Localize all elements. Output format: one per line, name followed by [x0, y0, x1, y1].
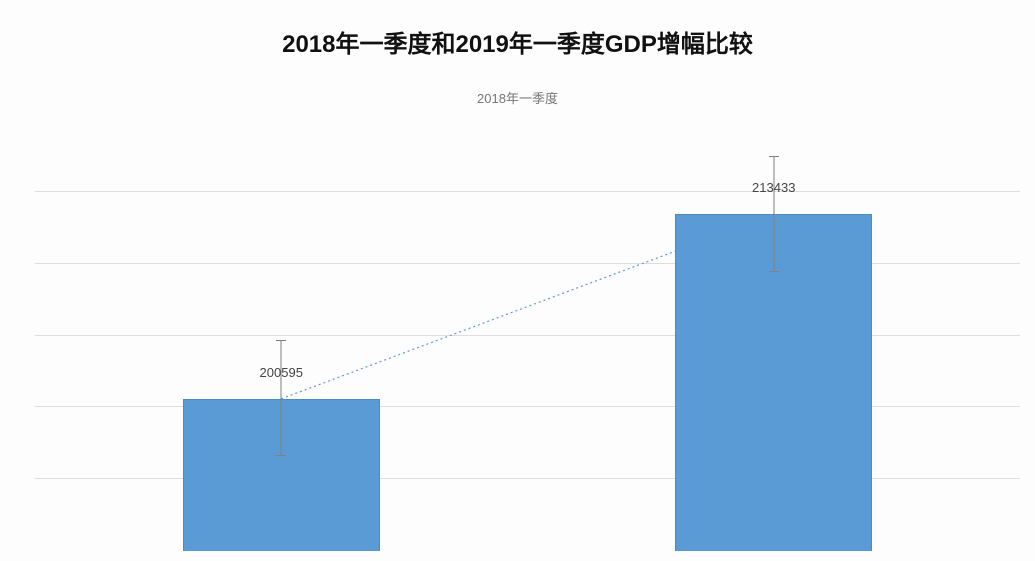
chart-title: 2018年一季度和2019年一季度GDP增幅比较	[0, 24, 1035, 59]
error-bar-cap	[276, 455, 286, 456]
legend-label: 2018年一季度	[0, 88, 1035, 107]
gridline	[35, 191, 1020, 192]
error-bar	[773, 157, 774, 272]
gridline	[35, 335, 1020, 336]
error-bar-cap	[276, 340, 286, 341]
gridline	[35, 263, 1020, 264]
bar-value-label: 200595	[260, 365, 303, 380]
error-bar-cap	[769, 156, 779, 157]
error-bar-cap	[769, 271, 779, 272]
bar-value-label: 213433	[752, 180, 795, 195]
error-bar	[281, 341, 282, 456]
chart-plot-area: 200595 213433	[35, 120, 1020, 551]
